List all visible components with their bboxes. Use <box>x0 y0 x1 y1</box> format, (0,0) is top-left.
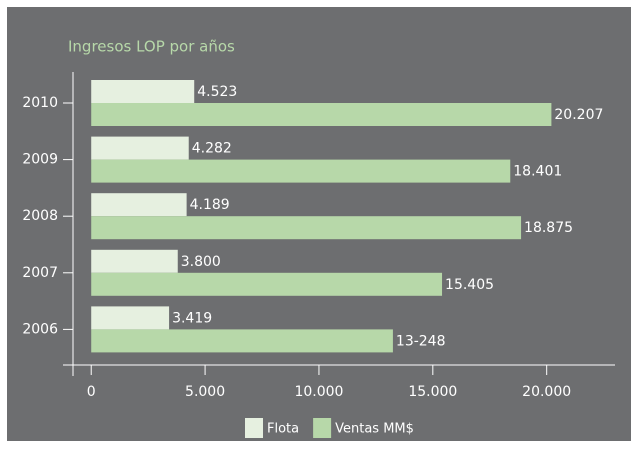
data-label: 4.282 <box>192 141 232 157</box>
bar <box>91 193 187 217</box>
legend-label: Flota <box>267 422 299 437</box>
data-label: 4.523 <box>197 84 237 100</box>
data-label: 20.207 <box>554 107 603 123</box>
y-tick-label: 2009 <box>22 152 58 168</box>
bar <box>91 136 189 160</box>
y-tick-label: 2010 <box>22 95 58 111</box>
bar <box>91 306 170 330</box>
data-label: 4.189 <box>190 197 230 213</box>
bar <box>91 103 552 126</box>
bar <box>91 249 178 273</box>
y-tick-label: 2006 <box>22 321 58 337</box>
y-tick-label: 2007 <box>22 265 58 281</box>
data-label: 13-248 <box>396 333 446 349</box>
x-tick-label: 0 <box>87 384 96 400</box>
bar <box>91 272 443 296</box>
bar <box>91 216 522 240</box>
legend-swatch <box>313 418 332 438</box>
y-tick-label: 2008 <box>22 208 58 224</box>
data-label: 18.401 <box>513 164 562 180</box>
chart-title: Ingresos LOP por años <box>68 38 235 56</box>
bar <box>91 329 393 353</box>
data-label: 15.405 <box>445 277 494 293</box>
legend-label: Ventas MM$ <box>335 422 414 437</box>
legend-swatch <box>245 418 263 438</box>
x-tick-label: 10.000 <box>294 384 343 400</box>
data-label: 3.419 <box>172 310 212 326</box>
bar <box>91 80 195 103</box>
data-label: 18.875 <box>524 220 573 236</box>
data-label: 3.800 <box>181 254 221 270</box>
x-tick-label: 20.000 <box>522 384 571 400</box>
x-tick-label: 5.000 <box>185 384 225 400</box>
x-tick-label: 15.000 <box>408 384 457 400</box>
bar <box>91 159 511 183</box>
